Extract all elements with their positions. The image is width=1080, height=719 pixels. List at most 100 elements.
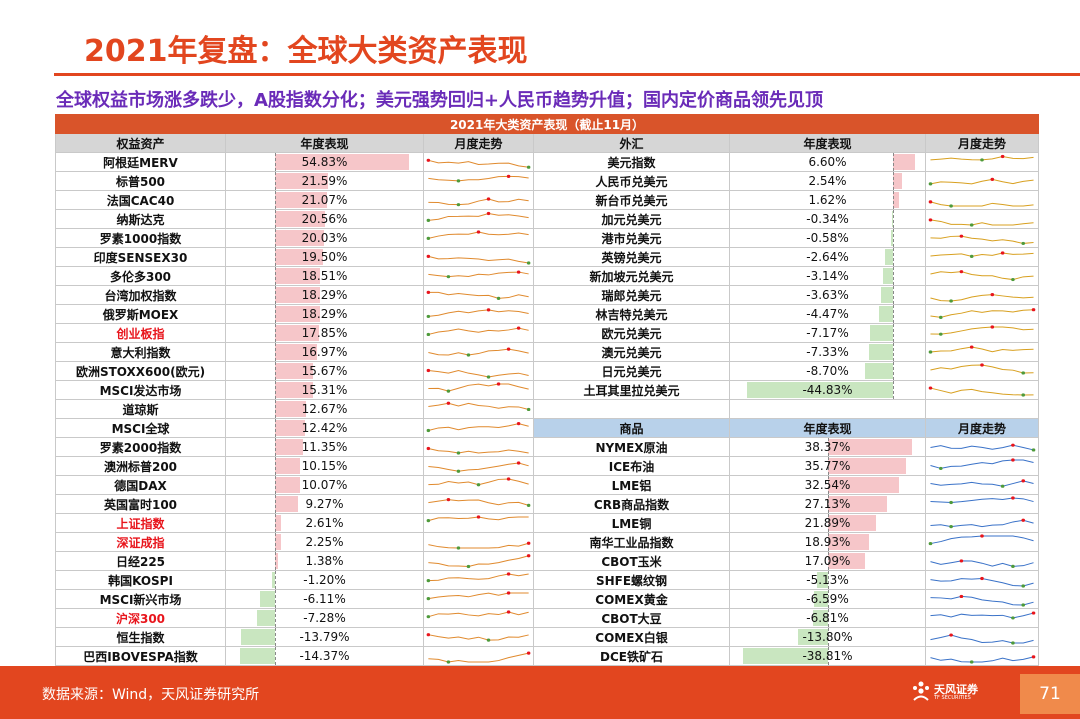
min-marker (476, 483, 481, 487)
trend-line (428, 291, 529, 299)
equity-name: 俄罗斯MOEX (55, 304, 226, 324)
max-marker (506, 174, 511, 178)
zero-line (828, 457, 829, 475)
fx-name: 林吉特兑美元 (533, 304, 730, 324)
min-marker (1011, 616, 1015, 620)
equity-perf-value: -7.28% (303, 611, 346, 625)
zero-line (275, 647, 276, 665)
fx-perf: -8.70% (729, 361, 926, 381)
trend-sparkline (930, 325, 1034, 336)
equity-name: 澳洲标普200 (55, 456, 226, 476)
fx-trend (924, 152, 1040, 172)
fx-trend (924, 209, 1040, 229)
commodity-perf-value: 32.54% (804, 478, 851, 492)
fx-name: 澳元兑美元 (533, 342, 730, 362)
performance-bar (891, 230, 894, 246)
trend-sparkline (930, 270, 1034, 282)
performance-bar (828, 458, 906, 474)
max-marker (426, 633, 431, 637)
fx-name: 加元兑美元 (533, 209, 730, 229)
max-marker (426, 446, 431, 451)
performance-bar (892, 211, 894, 227)
table-row: 巴西IBOVESPA指数 -14.37% DCE铁矿石 -38.81% (55, 646, 1040, 666)
equity-perf-value: 10.15% (301, 459, 348, 473)
trend-sparkline (426, 633, 529, 642)
max-marker (516, 326, 521, 330)
equity-perf-value: 18.29% (301, 307, 348, 321)
equity-trend (423, 570, 534, 590)
trend-line (428, 448, 529, 454)
performance-bar (260, 591, 275, 607)
trend-sparkline (428, 461, 529, 473)
fx-perf-value: 2.54% (808, 174, 847, 188)
equity-perf: 18.29% (225, 285, 424, 305)
table-row: 法国CAC40 21.07% 新台币兑美元 1.62% (55, 190, 1040, 210)
trend-line (428, 271, 529, 278)
fx-perf: 2.54% (729, 171, 926, 191)
zero-line (275, 628, 276, 646)
trend-line (428, 462, 529, 472)
equity-perf: 18.29% (225, 304, 424, 324)
trend-line (428, 555, 529, 568)
min-marker (426, 428, 431, 433)
trend-sparkline (930, 363, 1034, 375)
trend-sparkline (928, 200, 1034, 208)
equity-perf-value: 10.07% (301, 478, 348, 492)
trend-line (930, 459, 1034, 469)
performance-bar (881, 287, 894, 303)
performance-bar (275, 192, 327, 208)
commodity-name: NYMEX原油 (533, 437, 730, 457)
min-marker (456, 179, 461, 183)
equity-perf: 16.97% (225, 342, 424, 362)
max-marker (980, 576, 984, 581)
equity-trend (423, 266, 534, 286)
data-source: 数据来源：Wind，天风证券研究所 (42, 687, 260, 703)
equity-perf: 20.03% (225, 228, 424, 248)
equity-trend (423, 551, 534, 571)
trend-line (930, 271, 1034, 281)
equity-perf: 11.35% (225, 437, 424, 457)
zero-line (275, 153, 276, 171)
trend-line (428, 573, 529, 582)
min-marker (426, 579, 431, 583)
trend-line (428, 212, 529, 221)
table-row: 沪深300 -7.28% CBOT大豆 -6.81% (55, 608, 1040, 628)
zero-line (275, 229, 276, 247)
commodity-trend (924, 589, 1040, 609)
performance-bar (869, 325, 894, 341)
performance-bar (746, 382, 894, 398)
min-marker (426, 597, 431, 601)
equity-perf-value: 54.83% (301, 155, 348, 169)
max-marker (476, 230, 481, 234)
commodity-perf: -5.13% (729, 570, 926, 590)
equity-name: 恒生指数 (55, 627, 226, 647)
trend-sparkline (428, 498, 531, 508)
performance-bar (816, 572, 828, 588)
max-marker (516, 461, 521, 465)
performance-bar (275, 230, 325, 246)
min-marker (949, 500, 953, 505)
trend-sparkline (928, 386, 1034, 397)
zero-line (893, 172, 895, 190)
equity-perf: 2.61% (225, 513, 424, 533)
equity-name: 创业板指 (55, 323, 226, 343)
equity-name: 标普500 (55, 171, 226, 191)
zero-line (275, 514, 276, 532)
equity-perf: 10.07% (225, 475, 424, 495)
commodity-trend (924, 608, 1040, 628)
zero-line (828, 571, 829, 589)
fx-name: 港市兑美元 (533, 228, 730, 248)
equity-perf-value: 18.51% (301, 269, 348, 283)
commodity-perf-value: 27.13% (804, 497, 851, 511)
equity-perf-value: 12.42% (301, 421, 348, 435)
commodity-name: SHFE螺纹钢 (533, 570, 730, 590)
zero-line (828, 438, 829, 456)
page-title: 2021年复盘：全球大类资产表现 (84, 34, 528, 69)
fx-trend (924, 304, 1040, 324)
commodity-trend (924, 532, 1040, 552)
performance-bar (275, 287, 320, 303)
zero-line (275, 533, 276, 551)
trend-sparkline (428, 477, 529, 487)
fx-perf-value: -0.58% (806, 231, 849, 245)
equity-perf: 12.67% (225, 399, 424, 419)
